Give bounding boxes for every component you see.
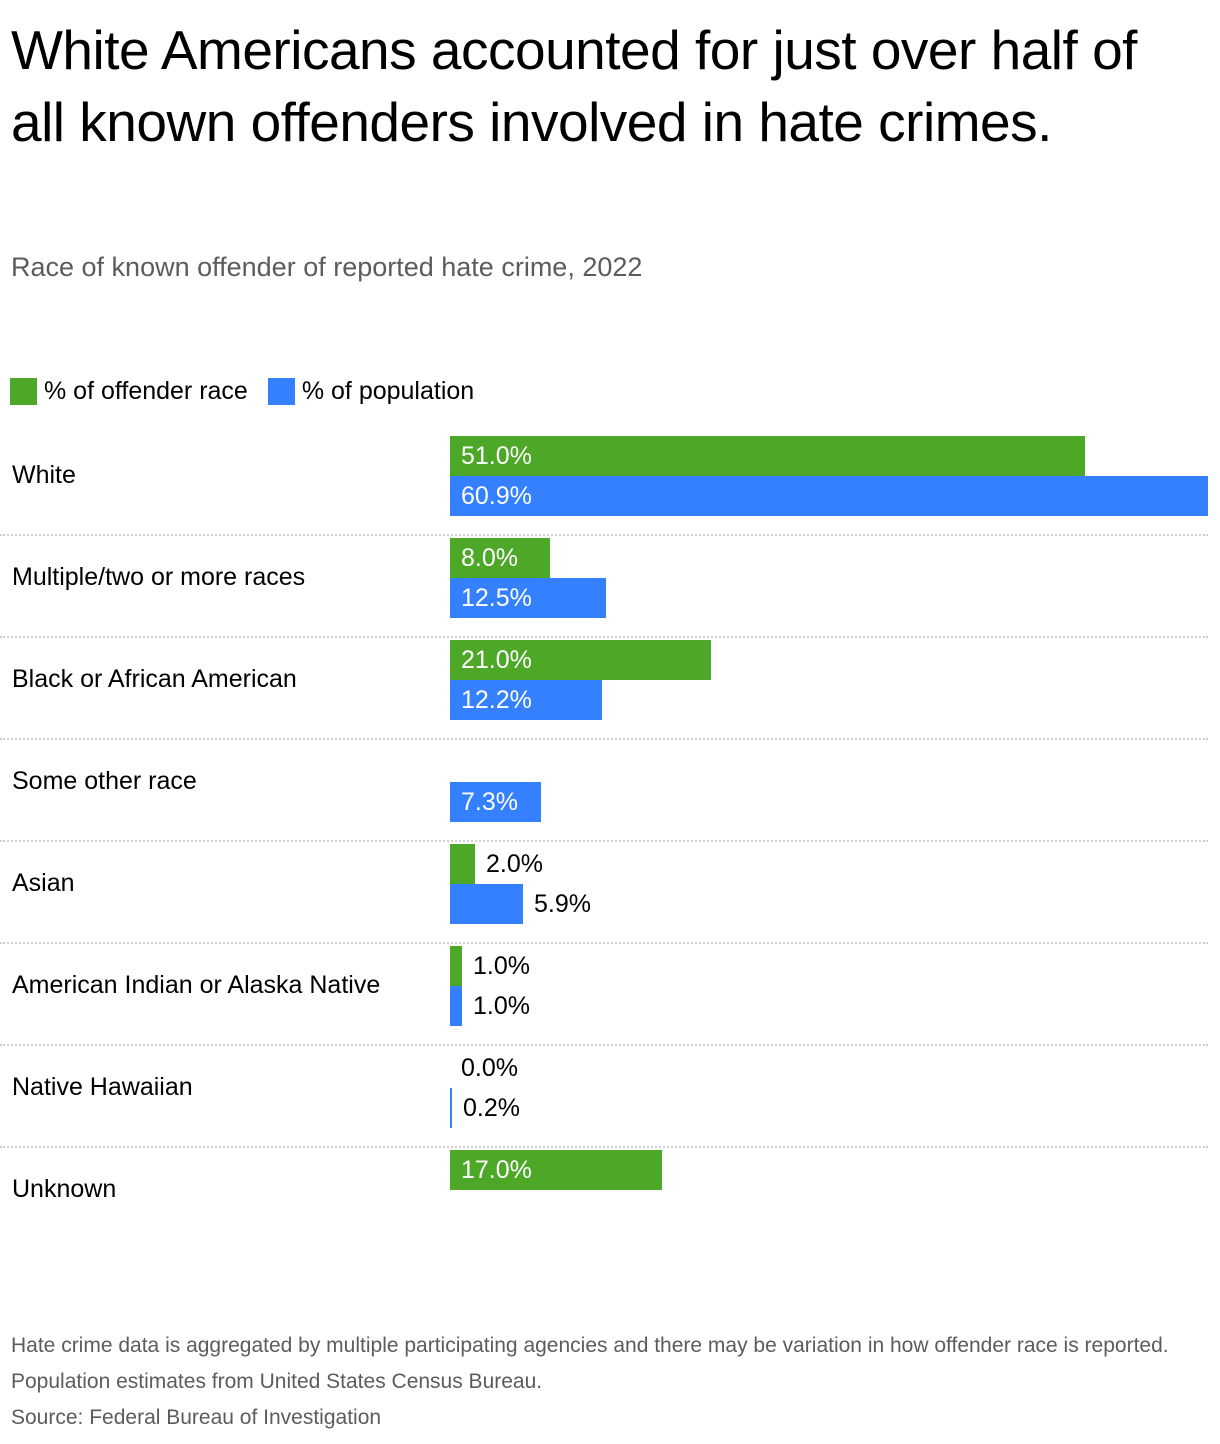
bar-value-label: 7.3% <box>461 788 518 816</box>
bar-value-label: 2.0% <box>486 850 543 878</box>
category-label: Unknown <box>12 1174 117 1203</box>
category-label: Native Hawaiian <box>12 1072 193 1101</box>
bar-value-label: 0.2% <box>463 1094 520 1122</box>
bar-value-label: 0.0% <box>461 1054 518 1082</box>
chart-title: White Americans accounted for just over … <box>11 19 1137 153</box>
category-label: Some other race <box>12 766 197 795</box>
population-bar <box>450 680 602 720</box>
legend-swatch-blue <box>267 378 295 405</box>
bar-value-label: 8.0% <box>461 544 518 572</box>
population-bar <box>450 578 606 618</box>
offender-bar <box>450 538 550 578</box>
footer-note: Hate crime data is aggregated by multipl… <box>11 1334 1169 1393</box>
offender-bar <box>450 844 475 884</box>
legend-label: % of offender race <box>44 377 248 405</box>
chart-row: White 51.0% 60.9% <box>0 434 1208 536</box>
footer: Hate crime data is aggregated by multipl… <box>11 1328 1211 1436</box>
bar-value-label: 1.0% <box>473 952 530 980</box>
population-bar <box>450 986 462 1026</box>
chart-row: Black or African American 21.0% 12.2% <box>0 638 1208 740</box>
legend-swatch-green <box>10 378 37 405</box>
bar-value-label: 17.0% <box>461 1156 532 1184</box>
chart-row: Asian 2.0% 5.9% <box>0 842 1208 944</box>
legend-item-offender: % of offender race <box>10 377 248 406</box>
category-label: Black or African American <box>12 664 297 693</box>
category-label: American Indian or Alaska Native <box>12 970 381 999</box>
offender-bar <box>450 1150 662 1190</box>
bar-value-label: 60.9% <box>461 482 532 510</box>
population-bar <box>450 1088 452 1128</box>
population-bar <box>450 476 1208 516</box>
legend: % of offender race % of population <box>10 377 494 406</box>
offender-bar <box>450 946 462 986</box>
chart-row: American Indian or Alaska Native 1.0% 1.0% <box>0 944 1208 1046</box>
chart-row: Native Hawaiian 0.0% 0.2% <box>0 1046 1208 1148</box>
bar-value-label: 12.5% <box>461 584 532 612</box>
chart-row: Multiple/two or more races 8.0% 12.5% <box>0 536 1208 638</box>
bar-value-label: 51.0% <box>461 442 532 470</box>
bar-value-label: 5.9% <box>534 890 591 918</box>
category-label: White <box>12 460 76 489</box>
chart-subtitle: Race of known offender of reported hate … <box>11 252 643 282</box>
legend-label: % of population <box>301 377 475 405</box>
bar-chart: White 51.0% 60.9% Multiple/two or more race… <box>0 434 1208 1250</box>
category-label: Multiple/two or more races <box>12 562 306 591</box>
bar-value-label: 1.0% <box>473 992 530 1020</box>
bar-value-label: 12.2% <box>461 686 532 714</box>
population-bar <box>450 884 523 924</box>
category-label: Asian <box>12 868 75 897</box>
population-bar <box>450 782 541 822</box>
legend-item-population: % of population <box>267 377 475 406</box>
offender-bar <box>450 640 711 680</box>
offender-bar <box>450 436 1085 476</box>
chart-row: Some other race 7.3% <box>0 740 1208 842</box>
chart-row: Unknown 17.0% <box>0 1148 1208 1250</box>
bar-value-label: 21.0% <box>461 646 532 674</box>
source-credit: Source: Federal Bureau of Investigation <box>11 1406 382 1429</box>
